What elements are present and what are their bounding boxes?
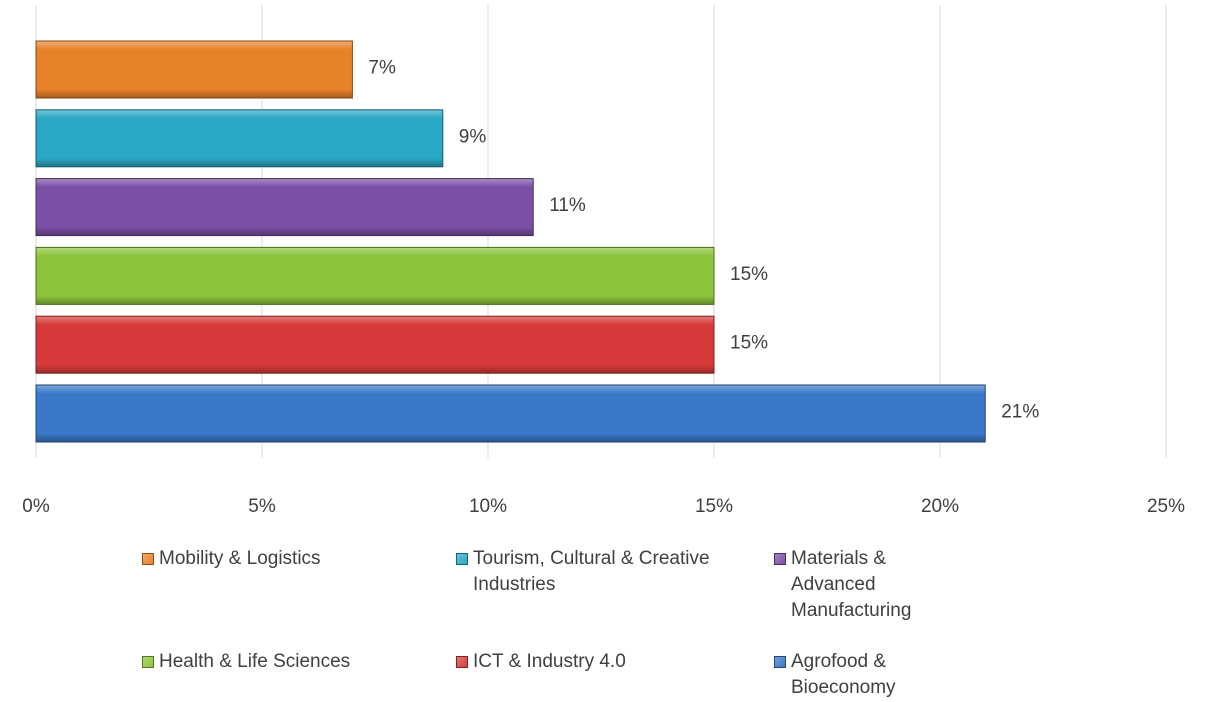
data-label: 7% bbox=[368, 58, 396, 79]
legend-item: Mobility & Logistics bbox=[142, 546, 442, 572]
x-tick-label: 20% bbox=[921, 496, 959, 517]
legend-swatch bbox=[142, 656, 154, 668]
data-label: 21% bbox=[1001, 402, 1039, 423]
x-tick-label: 0% bbox=[22, 496, 50, 517]
x-tick-label: 10% bbox=[469, 496, 507, 517]
data-label: 15% bbox=[730, 264, 768, 285]
x-tick-label: 5% bbox=[248, 496, 276, 517]
legend-swatch bbox=[774, 553, 786, 565]
x-tick-label: 25% bbox=[1147, 496, 1185, 517]
bar bbox=[35, 40, 353, 99]
legend-item: Agrofood & Bioeconomy bbox=[774, 649, 934, 701]
legend-swatch bbox=[774, 656, 786, 668]
bar bbox=[35, 178, 534, 237]
legend-label: Materials & Advanced Manufacturing bbox=[791, 548, 912, 621]
bar bbox=[35, 109, 444, 168]
legend-item: ICT & Industry 4.0 bbox=[456, 649, 756, 675]
data-label: 15% bbox=[730, 333, 768, 354]
data-label: 9% bbox=[459, 126, 487, 147]
legend-label: Mobility & Logistics bbox=[159, 548, 321, 569]
data-label: 11% bbox=[549, 195, 586, 216]
bar bbox=[35, 315, 715, 374]
x-tick-label: 15% bbox=[695, 496, 733, 517]
legend-label: ICT & Industry 4.0 bbox=[473, 651, 626, 672]
legend-swatch bbox=[142, 553, 154, 565]
legend-item: Materials & Advanced Manufacturing bbox=[774, 546, 934, 624]
legend-label: Agrofood & Bioeconomy bbox=[791, 651, 896, 698]
legend-label: Tourism, Cultural & Creative Industries bbox=[473, 548, 710, 595]
bar bbox=[35, 246, 715, 305]
legend-item: Health & Life Sciences bbox=[142, 649, 442, 675]
legend-item: Tourism, Cultural & Creative Industries bbox=[456, 546, 756, 598]
legend-label: Health & Life Sciences bbox=[159, 651, 351, 672]
legend-swatch bbox=[456, 656, 468, 668]
legend-swatch bbox=[456, 553, 468, 565]
bar bbox=[35, 384, 986, 443]
